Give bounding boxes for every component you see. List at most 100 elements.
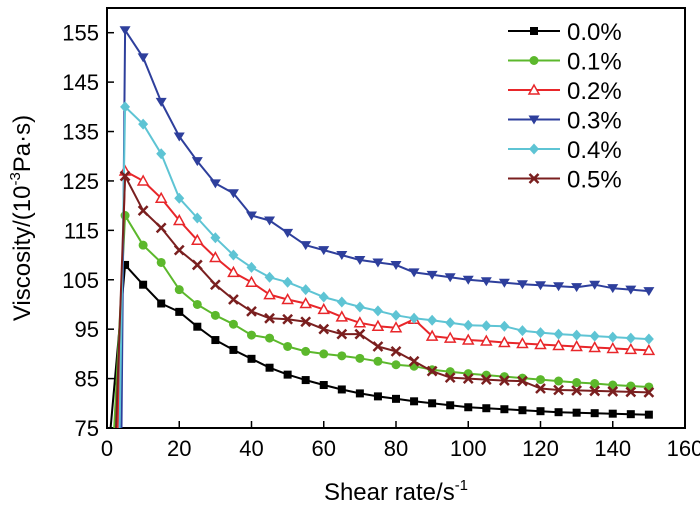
data-point — [625, 285, 637, 295]
legend-marker — [527, 83, 541, 95]
data-point — [606, 341, 620, 354]
data-point — [391, 309, 401, 321]
data-point — [247, 330, 256, 340]
data-point — [137, 53, 149, 63]
data-point — [535, 281, 546, 291]
data-point — [336, 296, 347, 308]
data-point — [209, 179, 221, 189]
data-point — [246, 306, 257, 317]
data-point — [463, 319, 474, 331]
legend-entry: 0.5% — [508, 167, 622, 194]
data-point — [210, 310, 220, 320]
data-point — [389, 321, 403, 333]
data-point — [534, 337, 547, 350]
data-point — [156, 257, 166, 267]
data-point — [462, 373, 474, 384]
x-axis-title: Shear rate/s-1 — [324, 477, 468, 506]
data-point — [589, 330, 600, 342]
x-tick-label: 40 — [239, 436, 263, 461]
legend-entry: 0.3% — [508, 108, 622, 135]
data-point — [518, 406, 527, 415]
series-layer — [109, 26, 656, 429]
data-point — [336, 251, 348, 261]
data-point — [428, 399, 437, 408]
data-point — [372, 305, 383, 317]
data-point — [336, 328, 348, 340]
data-point — [535, 383, 546, 394]
data-point — [461, 333, 475, 345]
y-tick-label: 125 — [62, 169, 99, 194]
data-point — [446, 401, 455, 410]
data-point — [264, 216, 276, 226]
data-point — [408, 355, 420, 367]
y-tick-label: 95 — [75, 317, 99, 342]
data-point — [498, 278, 510, 288]
data-point — [392, 394, 400, 403]
data-point — [553, 384, 564, 396]
data-point — [282, 276, 293, 288]
data-point — [500, 405, 509, 414]
data-point — [227, 189, 239, 199]
data-point — [246, 261, 257, 273]
y-axis-title-tail: Pa·s) — [9, 115, 36, 172]
data-point — [517, 375, 528, 387]
data-point — [464, 403, 473, 412]
x-tick-label: 80 — [384, 436, 408, 461]
data-point — [373, 356, 383, 366]
data-point — [372, 258, 384, 268]
data-point — [299, 296, 312, 309]
data-point — [209, 279, 221, 291]
data-point — [229, 345, 238, 354]
data-point — [425, 329, 439, 341]
data-point — [443, 331, 457, 343]
data-point — [391, 360, 401, 370]
data-point — [590, 409, 599, 418]
data-point — [588, 340, 601, 353]
data-point — [445, 317, 456, 329]
y-tick-label: 155 — [62, 21, 99, 46]
data-point — [139, 280, 148, 289]
legend-marker — [530, 27, 538, 35]
legend-marker — [529, 143, 539, 155]
data-point — [390, 260, 402, 270]
data-point — [426, 270, 438, 280]
data-point — [554, 376, 564, 386]
data-point — [408, 268, 420, 278]
data-point — [643, 333, 654, 345]
data-point — [462, 275, 474, 285]
data-point — [264, 271, 275, 283]
data-point — [624, 342, 638, 355]
y-tick-label: 135 — [62, 120, 99, 145]
data-point — [191, 233, 204, 245]
legend-entry: 0.4% — [508, 137, 622, 164]
data-point — [282, 228, 294, 238]
data-point — [644, 410, 653, 419]
x-tick-label: 0 — [101, 436, 113, 461]
data-point — [136, 174, 150, 186]
data-point — [499, 320, 510, 332]
data-point — [283, 370, 292, 379]
legend-entry: 0.1% — [508, 49, 622, 76]
data-point — [409, 312, 420, 324]
data-point — [263, 288, 276, 300]
data-point — [444, 372, 456, 383]
data-point — [354, 301, 365, 313]
data-point — [481, 320, 492, 332]
data-point — [642, 343, 656, 356]
data-point — [554, 408, 563, 417]
data-point — [535, 327, 546, 339]
legend-label: 0.2% — [567, 78, 622, 105]
data-point — [390, 346, 402, 357]
legend-marker — [528, 115, 540, 125]
y-tick-label: 115 — [64, 218, 99, 243]
data-point — [193, 322, 202, 331]
data-point — [138, 240, 148, 250]
legend-entry: 0.0% — [508, 19, 622, 46]
data-point — [626, 410, 635, 419]
data-point — [607, 284, 619, 294]
legend-marker — [529, 56, 539, 65]
data-point — [643, 387, 655, 398]
x-tick-label: 20 — [167, 436, 191, 461]
data-point — [138, 118, 149, 130]
